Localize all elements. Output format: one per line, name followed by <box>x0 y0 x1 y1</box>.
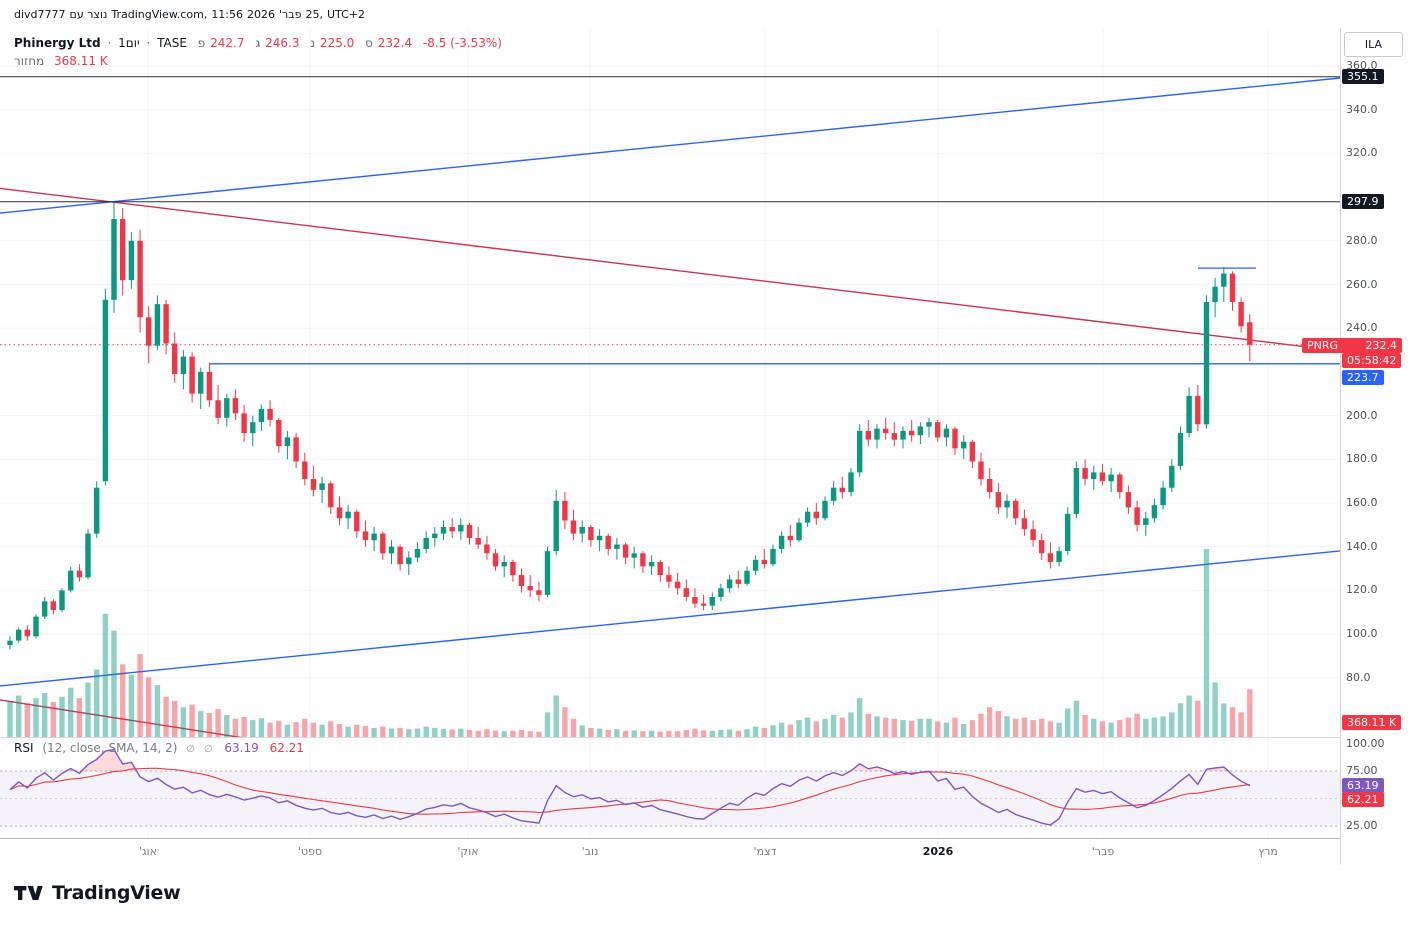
attribution-site: TradingView.com, <box>111 7 208 21</box>
rsi-title[interactable]: RSI <box>14 741 34 755</box>
rsi-tick-label: 75.00 <box>1346 764 1378 777</box>
price-tick-label: 260.0 <box>1346 278 1378 291</box>
rsi-params: (12, close, SMA, 14, 2) <box>42 741 178 755</box>
price-tick-label: 240.0 <box>1346 321 1378 334</box>
footer: TradingView <box>0 866 1416 925</box>
volume-label: מחזור <box>14 54 45 68</box>
price-tick-label: 120.0 <box>1346 583 1378 596</box>
time-axis-label: מרץ <box>1258 845 1278 858</box>
ohlc-open-key: פ <box>197 36 206 50</box>
time-axis[interactable]: אוג' ספט' אוק' נוב' דצמ' 2026 פבר' מרץ <box>0 839 1340 865</box>
tradingview-logo[interactable]: TradingView <box>14 882 181 904</box>
legend-separator: · <box>107 36 112 50</box>
price-tick-label: 340.0 <box>1346 103 1378 116</box>
attribution-month: פבר' <box>279 7 302 21</box>
rsi-chart[interactable] <box>0 737 1340 838</box>
time-axis-label: אוג' <box>139 845 157 858</box>
attribution-year: 2026 <box>247 7 276 21</box>
symbol-legend: Phinergy Ltd · 1יום · TASE פ 242.7 ג 246… <box>14 36 502 50</box>
price-axis[interactable]: 360.0 340.0 320.0 280.0 260.0 240.0 200.0 180.0… <box>1341 0 1416 865</box>
time-axis-label: דצמ' <box>753 845 777 858</box>
tradingview-logo-icon <box>14 885 43 901</box>
price-tick-label: 320.0 <box>1346 146 1378 159</box>
volume-value: 368.11 K <box>54 54 108 68</box>
price-axis-border <box>1340 28 1341 865</box>
price-tick-label: 160.0 <box>1346 496 1378 509</box>
rsi-value: 63.19 <box>224 741 259 755</box>
attribution-user: divd7777 <box>14 7 66 21</box>
attribution-bar: divd7777 נוצר עם TradingView.com, 11:56 … <box>0 0 1416 28</box>
attribution-time: 11:56 <box>211 7 244 21</box>
attribution-day: 25, <box>305 7 323 21</box>
price-tick-label: 140.0 <box>1346 540 1378 553</box>
rsi-ma-value: 62.21 <box>269 741 304 755</box>
currency-button[interactable]: ILA <box>1344 32 1403 57</box>
price-tick-label: 80.0 <box>1346 671 1371 684</box>
price-pane[interactable]: Phinergy Ltd · 1יום · TASE פ 242.7 ג 246… <box>0 28 1340 737</box>
rsi-pane[interactable]: RSI (12, close, SMA, 14, 2) ∅ ∅ 63.19 62… <box>0 737 1340 838</box>
price-tick-label: 280.0 <box>1346 234 1378 247</box>
price-tick-label: 180.0 <box>1346 452 1378 465</box>
price-tick-label: 100.0 <box>1346 627 1378 640</box>
rsi-legend: RSI (12, close, SMA, 14, 2) ∅ ∅ 63.19 62… <box>14 741 304 755</box>
interval-label[interactable]: 1יום <box>118 36 140 50</box>
time-axis-label: 2026 <box>922 845 954 858</box>
time-axis-label: פבר' <box>1091 845 1115 858</box>
time-axis-border <box>0 838 1416 839</box>
time-axis-label: ספט' <box>297 845 323 858</box>
price-tick-label: 360.0 <box>1346 59 1378 72</box>
rsi-tick-label: 25.00 <box>1346 819 1378 832</box>
volume-legend: מחזור 368.11 K <box>14 54 108 68</box>
ohlc-high-value: 246.3 <box>265 36 300 50</box>
settings-icon[interactable]: ∅ <box>203 744 213 755</box>
symbol-name[interactable]: Phinergy Ltd <box>14 36 101 50</box>
tradingview-wordmark: TradingView <box>52 882 181 904</box>
ohlc-close-key: ס <box>365 36 373 50</box>
attribution-timezone: UTC+2 <box>326 7 366 21</box>
attribution-created-with: נוצר עם <box>69 7 108 21</box>
exchange-label[interactable]: TASE <box>157 36 187 50</box>
time-axis-label: נוב' <box>581 845 599 858</box>
ohlc-high-key: ג <box>255 36 261 50</box>
ohlc-low-value: 225.0 <box>319 36 355 50</box>
ohlc-low-key: נ <box>310 36 316 50</box>
change-value: -8.5 (-3.53%) <box>422 36 502 50</box>
legend-separator: · <box>146 36 151 50</box>
time-axis-label: אוק' <box>457 845 479 858</box>
ohlc-close-value: 232.4 <box>377 36 413 50</box>
candlestick-chart[interactable] <box>0 28 1340 737</box>
price-tick-label: 200.0 <box>1346 409 1378 422</box>
eye-icon[interactable]: ∅ <box>186 744 196 755</box>
rsi-tick-label: 100.00 <box>1346 737 1385 750</box>
pane-divider[interactable] <box>0 737 1416 738</box>
ohlc-open-value: 242.7 <box>210 36 245 50</box>
